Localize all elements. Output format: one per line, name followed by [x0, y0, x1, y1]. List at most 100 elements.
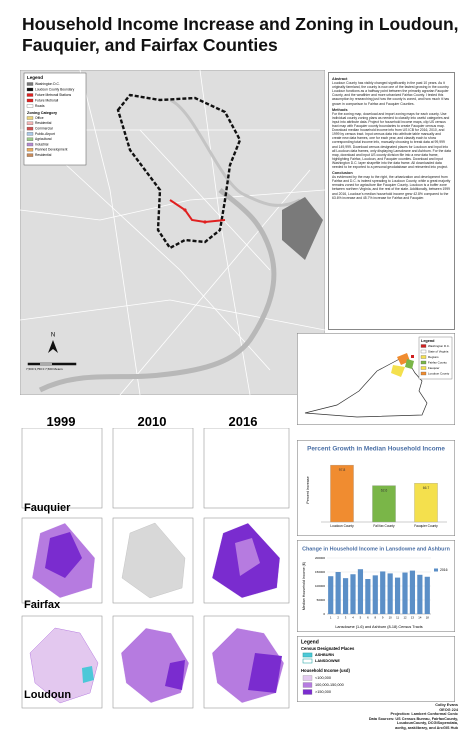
x-tick-label: 12 [403, 616, 407, 620]
x-tick-label: Fall fax County [373, 524, 395, 528]
bar [380, 571, 386, 614]
abstract-text: Loudoun County has visibly changed signi… [332, 81, 450, 106]
abstract-heading: Abstract [332, 77, 348, 81]
credits: Colby Evans GEOG 224 Projection: Lambert C… [330, 703, 458, 731]
zoning-title: Zoning Category [27, 111, 58, 115]
bar [372, 485, 396, 523]
income-title: Household Income (usd) [301, 668, 350, 673]
legend-swatch [26, 142, 34, 147]
loudoun-2010-high [165, 660, 185, 690]
legend-swatch [420, 349, 427, 354]
legend-label: Industrial [35, 142, 49, 146]
y-tick-label: 50000 [317, 598, 326, 602]
bar [335, 572, 341, 614]
chart-title: Percent Growth in Median Household Incom… [307, 446, 445, 453]
legend-label: Regions [428, 355, 439, 359]
legend-swatch [302, 682, 313, 688]
legend-label: <100,000 [315, 676, 331, 680]
legend-swatch [434, 568, 438, 572]
y-tick-label: 0 [323, 612, 325, 616]
legend-swatch [302, 652, 313, 658]
legend-swatch [420, 355, 427, 359]
bar [328, 576, 334, 614]
data-label: 66.7 [423, 486, 430, 490]
x-tick-label: 2 [337, 616, 339, 620]
year-label: 2010 [137, 414, 167, 429]
y-tick-label: 150000 [315, 570, 325, 574]
legend-swatch [420, 344, 427, 348]
legend-swatch [26, 153, 34, 157]
x-tick-label: 13 [411, 616, 415, 620]
legend-label: Public-Airport [35, 132, 55, 136]
legend-label: 100,000-150,000 [315, 683, 344, 687]
data-label: 97.8 [339, 468, 346, 472]
north-label: N [51, 333, 55, 339]
places-title: Census Designated Places [301, 646, 355, 651]
credit-line: Data Sources: US Census Bureau, FairfaxC… [368, 716, 458, 721]
bar [350, 574, 356, 614]
fairfax-2010 [121, 522, 186, 599]
bar [342, 578, 349, 614]
scale-bar-segment [28, 363, 40, 365]
x-tick-label: 5 [360, 616, 362, 620]
legend-label: Washington D.C. [428, 344, 450, 348]
x-tick-label: 8 [375, 616, 377, 620]
credit-line: Projection: Lambert Conformal Conic [390, 712, 458, 717]
ashburn [82, 666, 94, 683]
data-label: 62.6 [381, 488, 388, 492]
x-axis-label: Lansdowne (1-6) and Ashburn (8-18) Censu… [335, 625, 422, 629]
legend-swatch [420, 371, 427, 376]
chart-title: Change in Household Income in Lansdowne … [302, 546, 450, 552]
loudoun-boundary [116, 93, 242, 250]
legend-label: Agricultural [35, 137, 52, 141]
loudoun-2016-high [248, 653, 282, 693]
y-tick-label: 100000 [315, 584, 325, 588]
legend-swatch [26, 82, 34, 86]
legend-label: Fairfax County [428, 360, 447, 364]
legend-label: Office [35, 116, 44, 120]
x-tick-label: 11 [396, 616, 399, 620]
legend-swatch [26, 148, 34, 152]
legend-swatch [26, 87, 34, 92]
legend-swatch [26, 98, 34, 103]
legend-label: Washington D.C. [35, 82, 60, 86]
county-label: Fauquier [24, 502, 71, 514]
legend-label: Loudoun County Boundary [35, 87, 75, 91]
methods-heading: Methods [332, 107, 348, 112]
credit-line: Colby Evans [435, 703, 458, 707]
y-axis-label: Percent Increase [306, 476, 310, 503]
river [38, 188, 277, 393]
x-tick-label: 6 [367, 616, 369, 620]
legend-label: ASHBURN [315, 653, 334, 657]
metrorail-station [203, 220, 207, 224]
legend-label: Loudoun County [428, 371, 450, 375]
inset-map: Legend Washington D.C.State of Virginia R… [297, 333, 455, 425]
inset-legend-title: Legend [421, 339, 435, 343]
legend-label: LANSDOWNE [315, 659, 340, 663]
main-map: Legend Zoning Category N 7,500 3,750 0 7… [20, 70, 325, 395]
credit-line: LoudounCounty, DCGISopendata, [396, 721, 458, 726]
bar [417, 574, 423, 614]
x-tick-label: Fauquier County [414, 524, 438, 528]
x-tick-label: 4 [352, 616, 354, 620]
legend-swatch [26, 116, 34, 120]
legend-label: Residential [35, 121, 52, 125]
scale-bar-segment [52, 363, 76, 365]
bar [424, 576, 430, 614]
x-tick-label: 14 [418, 616, 422, 620]
legend-label: Future Metrorail [35, 98, 59, 102]
income-legend: Legend Census Designated Places Househol… [297, 636, 455, 702]
river [169, 98, 301, 207]
bar [387, 573, 393, 614]
chart-panel: Percent Growth in Median Household Incom… [297, 440, 455, 536]
bar [414, 483, 438, 523]
legend-swatch [26, 93, 34, 97]
conclusion-text: As evidenced by the map to the right, th… [332, 175, 451, 200]
legend-swatch [420, 360, 427, 365]
legend-label: >150,000 [315, 690, 331, 694]
dc-marker [411, 355, 414, 358]
bar [394, 577, 401, 614]
bar [409, 570, 416, 614]
credit-line: GEOG 224 [439, 707, 458, 712]
legend-swatch [26, 121, 34, 125]
